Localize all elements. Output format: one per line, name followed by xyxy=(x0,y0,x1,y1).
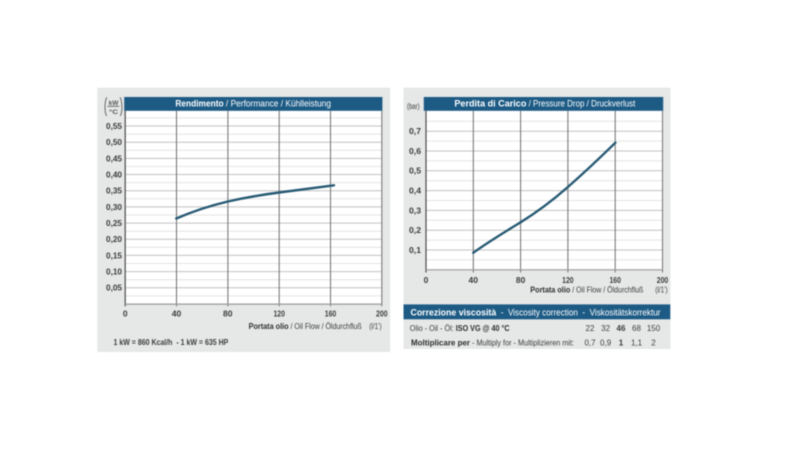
svg-text:40: 40 xyxy=(469,275,479,285)
svg-text:ISO VG @ 40 °C: ISO VG @ 40 °C xyxy=(456,324,510,333)
svg-text:0,6: 0,6 xyxy=(409,146,421,156)
svg-text:0,3: 0,3 xyxy=(409,205,421,215)
svg-text:80: 80 xyxy=(223,309,233,319)
svg-text:Moltiplicare per: Moltiplicare per xyxy=(411,338,470,347)
svg-text:0,40: 0,40 xyxy=(106,169,122,179)
svg-text:0: 0 xyxy=(123,309,128,319)
svg-text:/ Oil Flow / Öldurchfluß: / Oil Flow / Öldurchfluß xyxy=(570,285,643,294)
svg-text:0,20: 0,20 xyxy=(106,234,122,244)
svg-text:32: 32 xyxy=(601,324,610,333)
svg-text:0,1: 0,1 xyxy=(409,245,421,255)
svg-text:0,7: 0,7 xyxy=(584,338,596,347)
svg-text:0,50: 0,50 xyxy=(106,137,122,147)
svg-text:0,05: 0,05 xyxy=(106,283,122,293)
svg-text:/ Performance / Kühlleistung: / Performance / Kühlleistung xyxy=(224,99,331,109)
svg-text:150: 150 xyxy=(647,324,661,333)
svg-text:(l/1’): (l/1’) xyxy=(369,322,382,331)
svg-text:- Multiply for - Multipliziere: - Multiply for - Multiplizieren mit: xyxy=(470,338,574,347)
svg-text:Portata olio: Portata olio xyxy=(530,285,570,294)
svg-text:0,25: 0,25 xyxy=(106,218,122,228)
svg-text:0,7: 0,7 xyxy=(409,126,421,136)
svg-text:Rendimento: Rendimento xyxy=(175,99,224,109)
svg-text:(l/1’): (l/1’) xyxy=(655,285,668,294)
svg-text:0,55: 0,55 xyxy=(106,121,122,131)
svg-text:120: 120 xyxy=(562,275,574,285)
svg-text:Perdita di Carico: Perdita di Carico xyxy=(454,99,526,109)
svg-text:0,35: 0,35 xyxy=(106,186,122,196)
svg-text:°C: °C xyxy=(109,108,119,116)
svg-text:Olio - Oil - Öl:: Olio - Oil - Öl: xyxy=(410,324,456,333)
svg-text:80: 80 xyxy=(516,275,526,285)
svg-text:2: 2 xyxy=(651,338,656,347)
svg-text:120: 120 xyxy=(273,309,285,319)
svg-text:160: 160 xyxy=(609,275,621,285)
svg-text:0,4: 0,4 xyxy=(409,186,421,196)
svg-text:1: 1 xyxy=(619,338,624,347)
svg-text:200: 200 xyxy=(657,275,669,285)
svg-text:0,2: 0,2 xyxy=(409,225,421,235)
svg-text:0,30: 0,30 xyxy=(106,202,122,212)
svg-text:160: 160 xyxy=(325,309,337,319)
svg-text:1,1: 1,1 xyxy=(631,338,643,347)
svg-text:Correzione viscosità: Correzione viscosità xyxy=(411,308,497,319)
svg-text:/ Pressure Drop / Druckverlust: / Pressure Drop / Druckverlust xyxy=(526,99,635,109)
svg-text:(bar): (bar) xyxy=(407,102,420,111)
svg-text:40: 40 xyxy=(172,309,182,319)
svg-text:68: 68 xyxy=(632,324,641,333)
svg-text:Portata olio: Portata olio xyxy=(249,322,289,331)
svg-text:22: 22 xyxy=(586,324,595,333)
svg-text:1 kW = 860 Kcal/h - 1 kW = 63: 1 kW = 860 Kcal/h - 1 kW = 635 HP xyxy=(114,338,229,347)
svg-text:kW: kW xyxy=(109,100,119,107)
svg-text:0,10: 0,10 xyxy=(106,267,122,277)
svg-text:0,45: 0,45 xyxy=(106,153,122,163)
svg-text:/ Oil Flow / Öldurchfluß: / Oil Flow / Öldurchfluß xyxy=(289,322,362,331)
svg-text:0,9: 0,9 xyxy=(600,338,612,347)
svg-text:- Viscosity correction - Vi: - Viscosity correction - Viskositätskorr… xyxy=(496,308,660,319)
svg-text:46: 46 xyxy=(617,324,626,333)
svg-text:0,15: 0,15 xyxy=(106,250,122,260)
svg-text:200: 200 xyxy=(376,309,388,319)
svg-text:0: 0 xyxy=(424,275,429,285)
svg-text:0,5: 0,5 xyxy=(409,166,421,176)
